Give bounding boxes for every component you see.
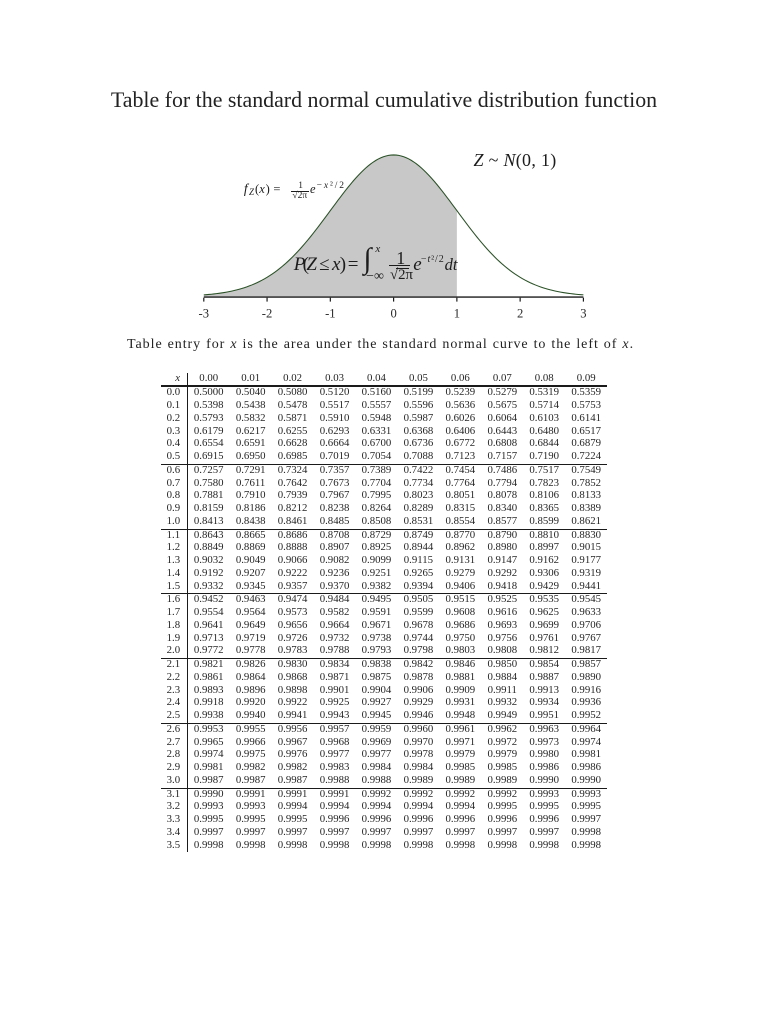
svg-text:1: 1: [454, 307, 460, 321]
svg-text:3: 3: [580, 307, 586, 321]
svg-text:2: 2: [517, 307, 523, 321]
svg-text:-3: -3: [199, 307, 210, 321]
svg-text:-2: -2: [262, 307, 273, 321]
svg-text:-1: -1: [325, 307, 336, 321]
svg-text:0: 0: [390, 307, 396, 321]
